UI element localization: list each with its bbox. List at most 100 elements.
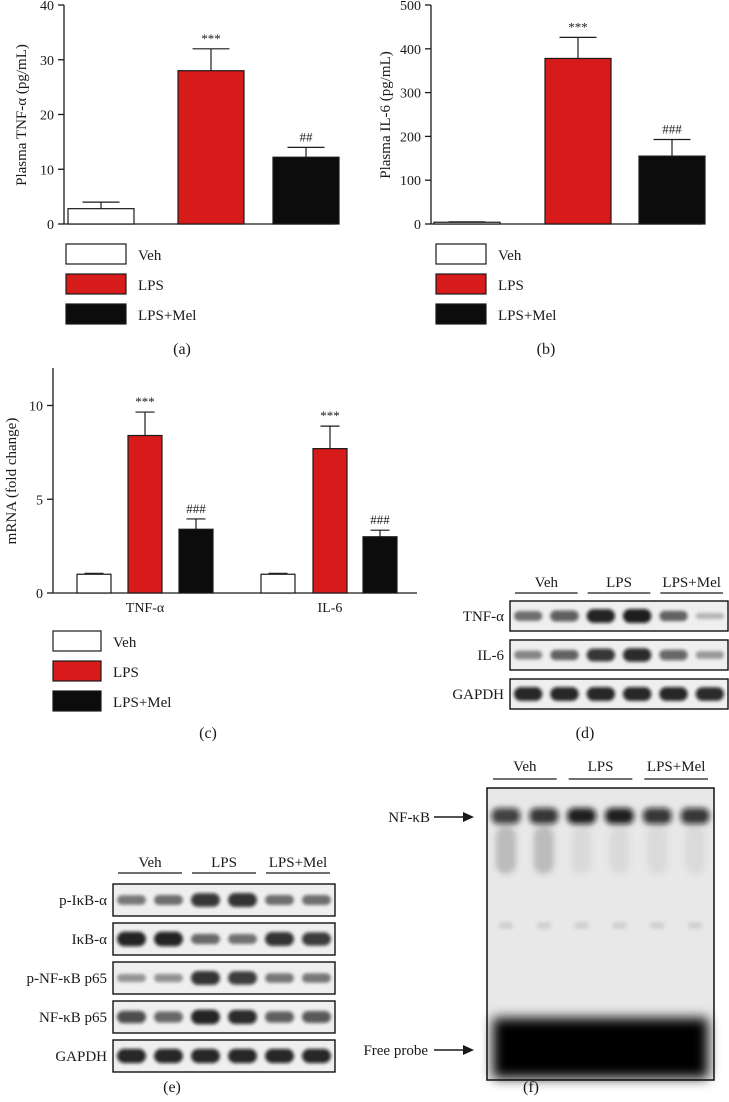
blot-e-strip bbox=[112, 1039, 336, 1073]
panel-label-e: (e) bbox=[163, 1079, 181, 1096]
emsa-faint-band bbox=[612, 922, 627, 929]
chart-c-legend-swatch bbox=[52, 660, 102, 682]
blot-e-band bbox=[302, 973, 331, 983]
panel-label-a: (a) bbox=[173, 341, 191, 358]
blot-e-band bbox=[117, 1048, 146, 1064]
blot-e-band bbox=[154, 931, 183, 947]
emsa-group-label: Veh bbox=[513, 759, 537, 775]
blot-d-strip bbox=[509, 639, 729, 671]
chart-c-significance: *** bbox=[135, 394, 155, 409]
blot-d-strip bbox=[509, 600, 729, 632]
blot-e-band bbox=[302, 932, 331, 946]
chart-b-legend-swatch bbox=[435, 303, 487, 325]
blot-e-band bbox=[191, 971, 220, 985]
emsa-smear bbox=[647, 826, 668, 874]
blot-e-band bbox=[302, 1048, 331, 1064]
panel-d: Veh LPS LPS+Mel TNF-α IL-6 GAPDH (d) bbox=[452, 575, 729, 742]
blot-e-band bbox=[191, 933, 220, 945]
blot-e-band bbox=[228, 1009, 257, 1025]
chart-b-tick-label: 500 bbox=[400, 0, 421, 14]
blot-e: Veh LPS LPS+Mel p-IκB-α IκB-α p-NF-κB p65 NF-κ… bbox=[27, 855, 336, 1073]
chart-b-legend-swatch bbox=[435, 273, 487, 295]
blot-e-band bbox=[191, 1009, 220, 1025]
chart-a-ylabel: Plasma TNF-α (pg/mL) bbox=[14, 44, 30, 186]
blot-e-band bbox=[265, 1011, 294, 1023]
panel-label-f: (f) bbox=[523, 1079, 539, 1096]
chart-c-tick-label: 5 bbox=[36, 493, 43, 508]
chart-c-bar bbox=[362, 536, 398, 594]
blot-d-band bbox=[659, 610, 688, 622]
chart-a-legend-label: LPS+Mel bbox=[138, 308, 196, 324]
emsa-free-probe-arrowhead bbox=[463, 1045, 474, 1055]
blot-d-band bbox=[550, 610, 579, 622]
blot-e-group-label: LPS+Mel bbox=[269, 855, 327, 871]
chart-a-plot: 0 10 20 30 40 *** ## bbox=[40, 0, 340, 233]
emsa-faint-band bbox=[536, 922, 551, 929]
panel-label-c: (c) bbox=[199, 725, 217, 742]
blot-e-band bbox=[117, 1010, 146, 1024]
panel-a: 0 10 20 30 40 *** ## Plasma TNF-α (pg/mL) Veh L… bbox=[14, 0, 340, 358]
blot-e-band bbox=[191, 893, 220, 907]
blot-d-group-label: LPS bbox=[606, 575, 632, 591]
emsa-faint-band bbox=[498, 922, 514, 929]
blot-d-row-label: IL-6 bbox=[477, 648, 504, 664]
emsa-nfkb-band bbox=[491, 808, 521, 824]
blot-d-band bbox=[586, 687, 616, 701]
chart-c-plot: 0 5 10 *** *** ### ### TNF-α IL-6 bbox=[29, 368, 417, 616]
chart-c-tick-label: 0 bbox=[36, 587, 43, 602]
emsa-nfkb-band bbox=[605, 808, 634, 824]
blot-d-band bbox=[695, 687, 725, 701]
chart-c-legend-swatch bbox=[52, 630, 102, 652]
chart-b-bar bbox=[433, 221, 501, 225]
blot-e-strip bbox=[112, 1000, 336, 1034]
chart-a-tick-label: 40 bbox=[40, 0, 54, 14]
emsa-faint-band bbox=[650, 922, 665, 929]
chart-c-bar bbox=[312, 448, 348, 594]
emsa-free-probe-label: Free probe bbox=[363, 1043, 428, 1059]
emsa-smear bbox=[571, 826, 592, 874]
blot-d-band bbox=[513, 687, 543, 701]
blot-e-band bbox=[228, 893, 257, 907]
chart-b-legend: Veh LPS LPS+Mel bbox=[435, 243, 556, 325]
blot-d-group-label: LPS+Mel bbox=[662, 575, 720, 591]
blot-e-row-label: IκB-α bbox=[72, 932, 108, 948]
blot-d-band bbox=[586, 648, 616, 662]
chart-c-category-label: TNF-α bbox=[126, 601, 165, 616]
chart-a-tick-label: 10 bbox=[40, 163, 54, 178]
chart-b-tick-label: 400 bbox=[400, 43, 421, 58]
blot-d-band bbox=[622, 608, 652, 624]
blot-e-band bbox=[154, 973, 183, 983]
blot-e-band bbox=[191, 1048, 220, 1064]
chart-c-legend-swatch bbox=[52, 690, 102, 712]
blot-d-band bbox=[513, 650, 543, 660]
chart-a-legend-swatch bbox=[65, 303, 127, 325]
chart-a-tick-label: 30 bbox=[40, 54, 54, 69]
blot-e-group-label: LPS bbox=[211, 855, 237, 871]
blot-e-band bbox=[117, 895, 146, 905]
chart-b-legend-label: LPS bbox=[498, 278, 524, 294]
blot-e-band bbox=[265, 894, 294, 906]
blot-e-row-label: p-NF-κB p65 bbox=[27, 971, 107, 987]
blot-d-band bbox=[695, 612, 725, 620]
blot-e-band bbox=[228, 934, 257, 944]
chart-a-legend: Veh LPS LPS+Mel bbox=[65, 243, 196, 325]
panel-b: 0 100 200 300 400 500 *** ### Plasma IL-6 (pg/m… bbox=[378, 0, 706, 358]
emsa-group-label: LPS+Mel bbox=[647, 759, 705, 775]
chart-c-category-label: IL-6 bbox=[318, 601, 343, 616]
blot-e-strip bbox=[112, 922, 336, 956]
chart-c-bar bbox=[127, 434, 163, 594]
chart-c-bar bbox=[76, 573, 112, 594]
emsa-nfkb-band bbox=[529, 808, 559, 824]
chart-c-ylabel: mRNA (fold change) bbox=[4, 418, 20, 545]
emsa-nfkb-band bbox=[680, 808, 710, 824]
blot-d-band bbox=[695, 651, 725, 659]
chart-a-bar bbox=[67, 208, 135, 225]
chart-c-legend-label: LPS bbox=[113, 665, 139, 681]
blot-d-band bbox=[622, 687, 652, 701]
emsa-gel: Veh LPS LPS+Mel bbox=[486, 759, 715, 1081]
chart-c-tick-label: 10 bbox=[29, 400, 43, 415]
emsa-smear bbox=[533, 826, 554, 874]
chart-a-bar bbox=[177, 70, 245, 225]
blot-e-row-label: p-IκB-α bbox=[59, 893, 107, 909]
